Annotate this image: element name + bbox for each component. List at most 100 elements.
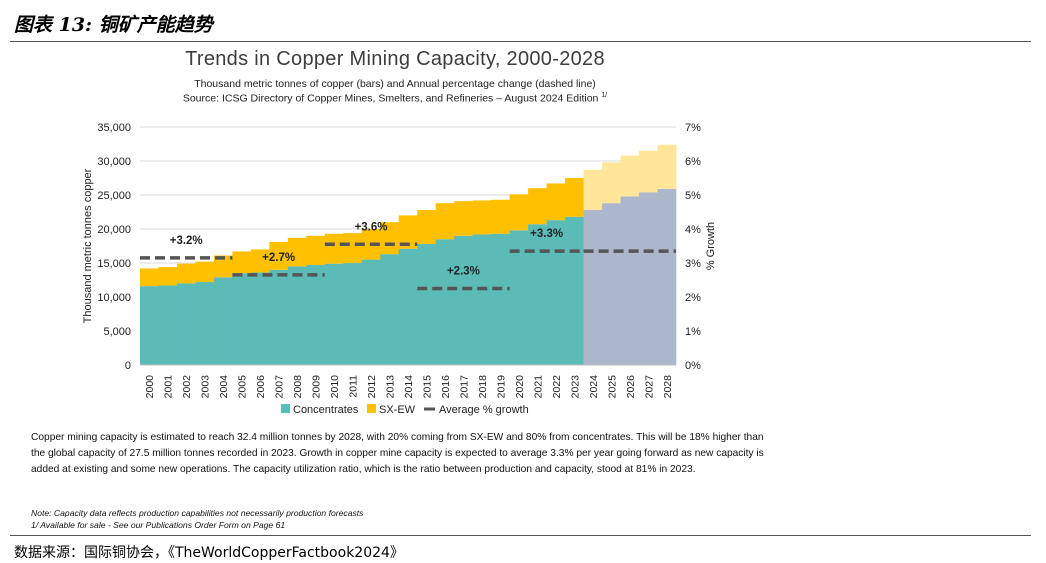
x-tick-label: 2002 [181, 375, 193, 399]
bar-sx-ew [195, 261, 215, 283]
x-tick-label: 2022 [551, 375, 563, 399]
bar-sx-ew [324, 233, 344, 264]
avg-growth-label: +3.3% [530, 228, 563, 240]
bar-concentrates [380, 254, 400, 365]
chart-description: Copper mining capacity is estimated to r… [31, 432, 764, 475]
x-tick-label: 2007 [274, 375, 286, 399]
legend-swatch-sx-ew [367, 404, 376, 413]
x-tick-label: 2021 [532, 375, 544, 399]
y-right-tick-label: 6% [685, 156, 701, 168]
bar-sx-ew [417, 209, 437, 244]
chart-subtitle: Thousand metric tonnes of copper (bars) … [194, 78, 596, 90]
x-tick-label: 2009 [311, 375, 323, 399]
y-right-tick-label: 0% [685, 360, 701, 372]
x-tick-label: 2001 [163, 375, 175, 399]
x-tick-label: 2020 [514, 375, 526, 399]
bar-concentrates [602, 203, 621, 365]
bar-concentrates [528, 224, 547, 365]
y-tick-label: 35,000 [97, 122, 131, 134]
bar-concentrates [639, 192, 658, 365]
chart-source-footnote: 1/ [601, 92, 608, 99]
bar-sx-ew [491, 199, 510, 234]
x-tick-label: 2006 [255, 375, 267, 399]
bar-sx-ew [158, 267, 178, 286]
x-tick-label: 2025 [606, 375, 618, 399]
bar-concentrates [435, 239, 455, 365]
bar-concentrates [195, 282, 215, 365]
bar-sx-ew [454, 201, 473, 236]
bar-sx-ew [306, 235, 326, 266]
bar-concentrates [213, 277, 233, 365]
bar-sx-ew [472, 200, 492, 235]
y-right-axis-title: % Growth [705, 222, 717, 270]
bar-sx-ew [435, 203, 455, 240]
figure-title: 铜矿产能趋势 [98, 14, 213, 36]
x-tick-label: 2005 [237, 375, 249, 399]
bar-sx-ew [176, 263, 196, 284]
y-tick-label: 20,000 [97, 224, 131, 236]
publication-note: 1/ Available for sale - See our Publicat… [31, 520, 286, 530]
bar-concentrates [509, 230, 529, 365]
bar-concentrates [158, 285, 178, 365]
y-right-tick-label: 1% [685, 326, 701, 338]
avg-growth-label: +2.7% [262, 252, 295, 264]
bar-concentrates [454, 235, 473, 365]
bar-sx-ew [583, 169, 603, 210]
x-tick-label: 2018 [477, 375, 489, 399]
bar-sx-ew [380, 222, 400, 255]
bar-sx-ew [546, 183, 566, 221]
y-right-tick-label: 5% [685, 190, 701, 202]
chart-source-line: Source: ICSG Directory of Copper Mines, … [0, 92, 790, 105]
legend-label-sx-ew: SX-EW [379, 404, 416, 416]
figure-label: 图表 13: [14, 14, 93, 36]
bar-sx-ew [250, 249, 270, 273]
x-tick-label: 2011 [348, 375, 360, 398]
bar-concentrates [324, 263, 344, 365]
y-tick-label: 0 [125, 360, 131, 372]
x-tick-label: 2016 [440, 375, 452, 399]
bar-concentrates [620, 196, 640, 365]
x-tick-label: 2012 [366, 375, 378, 399]
y-tick-label: 5,000 [103, 326, 131, 338]
bar-concentrates [232, 273, 252, 365]
bar-sx-ew [213, 255, 233, 278]
legend-swatch-concentrates [281, 404, 290, 413]
capacity-note: Note: Capacity data reflects production … [31, 508, 364, 518]
figure-header: 图表 13: 铜矿产能趋势 [14, 10, 213, 37]
bar-sx-ew [398, 215, 418, 249]
x-tick-label: 2008 [292, 375, 304, 399]
bar-concentrates [417, 243, 437, 365]
bar-sx-ew [620, 155, 640, 197]
avg-growth-label: +3.2% [170, 235, 203, 247]
x-tick-label: 2000 [144, 375, 156, 399]
bar-concentrates [657, 188, 677, 365]
x-tick-label: 2015 [421, 375, 433, 399]
x-tick-label: 2023 [569, 375, 581, 399]
y-right-tick-label: 2% [685, 292, 701, 304]
y-right-tick-label: 4% [685, 224, 701, 236]
x-tick-label: 2024 [588, 375, 600, 399]
bar-concentrates [491, 233, 510, 365]
x-tick-label: 2017 [458, 375, 470, 399]
legend: Concentrates SX-EW Average % growth [281, 404, 529, 416]
bar-concentrates [398, 248, 418, 365]
x-tick-label: 2014 [403, 375, 415, 399]
bar-concentrates [546, 220, 566, 365]
bar-sx-ew [269, 241, 289, 270]
bottom-divider [10, 535, 1031, 536]
copper-capacity-chart: +3.2% +2.7% +3.6% +2.3% +3.3% 35,000 30,000 25… [82, 122, 717, 416]
avg-growth-label: +3.6% [355, 221, 388, 233]
bar-concentrates [361, 259, 381, 365]
bar-sx-ew [509, 194, 529, 231]
bar-sx-ew [140, 268, 159, 287]
y-tick-label: 30,000 [97, 156, 131, 168]
x-tick-label: 2028 [662, 375, 674, 399]
x-tick-label: 2026 [625, 375, 637, 399]
bar-sx-ew [343, 233, 363, 263]
bar-sx-ew [287, 237, 307, 267]
bar-concentrates [565, 216, 584, 365]
bar-concentrates [250, 272, 270, 365]
bar-sx-ew [639, 150, 658, 193]
legend-label-avg-growth: Average % growth [439, 404, 529, 416]
y-axis-title: Thousand metric tonnes copper [82, 168, 94, 323]
